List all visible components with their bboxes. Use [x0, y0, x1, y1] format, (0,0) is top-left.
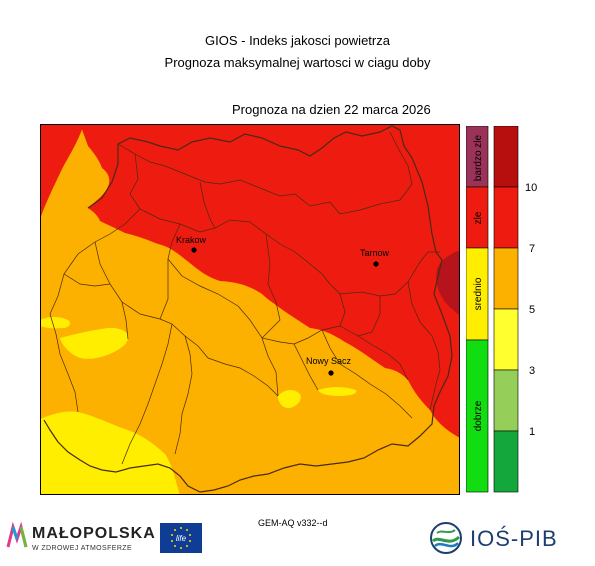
- city-krakow: Krakow: [176, 235, 207, 253]
- legend-tick-7: 7: [529, 243, 535, 255]
- city-label-krakow: Krakow: [176, 235, 207, 245]
- map-frame: [40, 124, 460, 495]
- legend-tick-1: 1: [529, 426, 535, 438]
- legend-tick-3: 3: [529, 365, 535, 377]
- red-zone-main: [80, 124, 460, 438]
- legend-scale-step-6: [493, 430, 519, 493]
- yellow-zone-southwest: [40, 411, 180, 495]
- malopolska-slogan: W ZDROWEJ ATMOSFERZE: [32, 545, 133, 552]
- ios-pib-name: IOŚ-PIB: [470, 526, 558, 551]
- legend-scale-step-1: [493, 126, 519, 188]
- city-tarnow: Tarnow: [360, 248, 390, 267]
- yellow-zone-west: [60, 327, 129, 359]
- malopolska-name: MAŁOPOLSKA: [32, 525, 156, 542]
- legend-cat-dobrze: [466, 339, 489, 493]
- city-label-tarnow: Tarnow: [360, 248, 390, 258]
- legend-tick-5: 5: [529, 304, 535, 316]
- district-boundaries: [49, 131, 441, 465]
- legend-tick-10: 10: [525, 182, 537, 194]
- legend: bardzo zle zle srednio dobrze 10 7 5 3 1: [466, 126, 537, 493]
- map-subtitle: Prognoza maksymalnej wartosci w ciagu do…: [164, 55, 431, 70]
- legend-label-bardzo-zle: bardzo zle: [473, 134, 484, 181]
- legend-scale-step-3: [493, 247, 519, 310]
- red-zone-west: [40, 124, 84, 219]
- yellow-zone-west-2: [40, 317, 71, 329]
- legend-scale-step-4: [493, 308, 519, 371]
- legend-label-srednio: srednio: [473, 277, 484, 310]
- yellow-zone-south-east: [318, 387, 357, 396]
- legend-scale-step-5: [493, 369, 519, 432]
- yellow-zone-south: [278, 390, 301, 409]
- malopolska-logo-icon: [6, 521, 28, 548]
- model-version: GEM-AQ v332--d: [258, 518, 328, 528]
- legend-label-zle: zle: [473, 211, 484, 224]
- map-title: GIOS - Indeks jakosci powietrza: [205, 33, 390, 48]
- forecast-date: Prognoza na dzien 22 marca 2026: [232, 102, 431, 117]
- city-label-nowy-sacz: Nowy Sacz: [306, 356, 352, 366]
- eu-flag-text: life: [176, 534, 187, 543]
- eu-life-flag-icon: life: [160, 523, 202, 553]
- legend-label-dobrze: dobrze: [473, 400, 484, 431]
- air-quality-map: Krakow Tarnow Nowy Sacz: [40, 124, 460, 495]
- ios-pib-logo-icon: [430, 522, 462, 554]
- legend-scale-step-2: [493, 186, 519, 249]
- voivodeship-boundary: [43, 125, 453, 493]
- dark-red-zone: [436, 250, 460, 316]
- city-nowy-sacz: Nowy Sacz: [306, 356, 352, 376]
